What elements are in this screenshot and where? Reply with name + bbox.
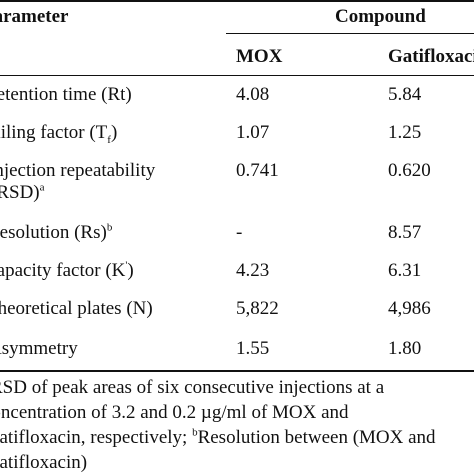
cell-gati-tailing-factor: 1.25 — [388, 122, 422, 143]
cell-mox-asymmetry: 1.55 — [236, 338, 270, 359]
cell-gati-injection-repeatability: 0.620 — [388, 160, 431, 181]
cell-mox-resolution: - — [236, 222, 243, 243]
footnote-line-3: gatifloxacin, respectively; bResolution … — [0, 426, 436, 448]
cell-gati-asymmetry: 1.80 — [388, 338, 422, 359]
header-mox: MOX — [236, 46, 283, 67]
cell-gati-theoretical-plates: 4,986 — [388, 298, 431, 319]
table-top-rule — [0, 0, 474, 2]
table-bottom-rule — [0, 370, 474, 372]
cell-mox-capacity-factor: 4.23 — [236, 260, 270, 281]
row-label-resolution: Resolution (Rs)b — [0, 221, 113, 243]
cell-mox-injection-repeatability: 0.741 — [236, 160, 279, 181]
cell-gati-resolution: 8.57 — [388, 222, 422, 243]
footnote-line-2: concentration of 3.2 and 0.2 µg/ml of MO… — [0, 402, 349, 423]
header-bottom-rule — [0, 75, 474, 76]
cell-mox-tailing-factor: 1.07 — [236, 122, 270, 143]
row-label-theoretical-plates: Theoretical plates (N) — [0, 298, 153, 319]
row-label-asymmetry: Asymmetry — [0, 338, 78, 359]
cell-gati-retention-time: 5.84 — [388, 84, 422, 105]
row-label-retention-time: Retention time (Rt) — [0, 84, 132, 105]
cell-mox-retention-time: 4.08 — [236, 84, 270, 105]
row-label-tailing-factor: Tailing factor (Tf) — [0, 122, 118, 146]
compound-underline — [226, 33, 474, 34]
cell-mox-theoretical-plates: 5,822 — [236, 298, 279, 319]
row-label-capacity-factor: Capacity factor (K') — [0, 259, 134, 281]
row-label-injection-repeatability-line2: (RSD)a — [0, 181, 45, 203]
footnote-line-4: gatifloxacin) — [0, 452, 88, 473]
row-label-injection-repeatability: Injection repeatability — [0, 160, 156, 181]
header-gatifloxacin: Gatifloxacin — [388, 46, 474, 67]
header-compound: Compound — [335, 6, 426, 27]
footnote-line-1: RSD of peak areas of six consecutive inj… — [0, 377, 385, 398]
header-parameter: Parameter — [0, 6, 69, 27]
cell-gati-capacity-factor: 6.31 — [388, 260, 422, 281]
